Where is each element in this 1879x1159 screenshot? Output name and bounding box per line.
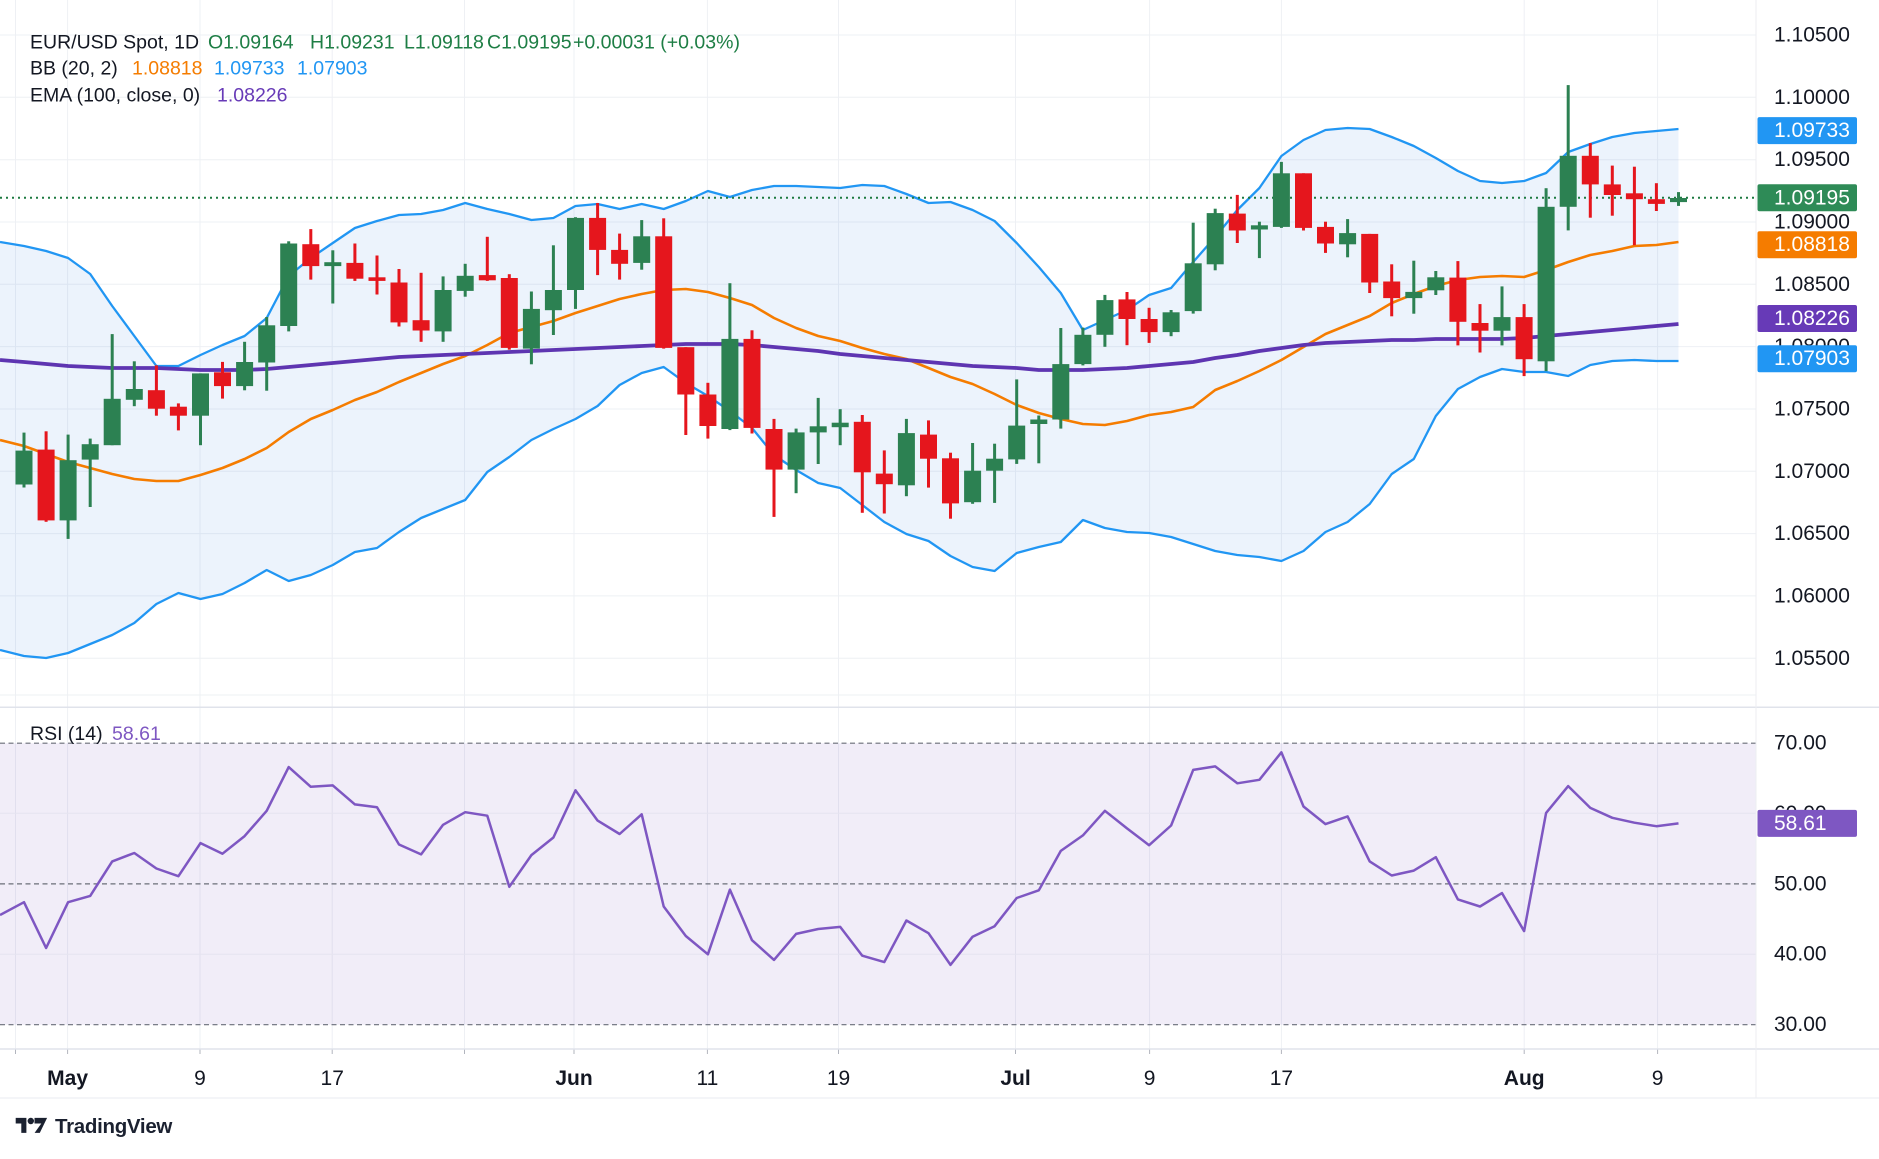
svg-text:Jun: Jun xyxy=(555,1067,592,1090)
svg-text:17: 17 xyxy=(1270,1067,1293,1090)
svg-text:BB (20, 2): BB (20, 2) xyxy=(30,58,118,80)
svg-text:1.10000: 1.10000 xyxy=(1774,86,1850,109)
svg-text:1.08226: 1.08226 xyxy=(1774,307,1850,330)
svg-text:1.09500: 1.09500 xyxy=(1774,148,1850,171)
svg-text:58.61: 58.61 xyxy=(112,723,161,745)
svg-text:9: 9 xyxy=(1652,1067,1664,1090)
svg-text:1.09195: 1.09195 xyxy=(1774,186,1850,209)
svg-text:17: 17 xyxy=(321,1067,344,1090)
svg-text:TradingView: TradingView xyxy=(55,1115,172,1138)
svg-text:9: 9 xyxy=(194,1067,206,1090)
svg-text:1.07500: 1.07500 xyxy=(1774,398,1850,421)
svg-text:1.08226: 1.08226 xyxy=(217,85,288,107)
svg-text:1.06000: 1.06000 xyxy=(1774,584,1850,607)
svg-text:Aug: Aug xyxy=(1504,1067,1545,1090)
svg-text:L1.09118: L1.09118 xyxy=(404,32,484,54)
svg-text:1.08500: 1.08500 xyxy=(1774,273,1850,296)
svg-text:40.00: 40.00 xyxy=(1774,943,1827,966)
svg-text:30.00: 30.00 xyxy=(1774,1013,1827,1036)
svg-text:O1.09164: O1.09164 xyxy=(208,32,294,54)
svg-text:50.00: 50.00 xyxy=(1774,872,1827,895)
svg-text:+0.00031 (+0.03%): +0.00031 (+0.03%) xyxy=(573,32,740,54)
svg-text:C1.09195: C1.09195 xyxy=(487,32,572,54)
svg-text:1.05500: 1.05500 xyxy=(1774,647,1850,670)
svg-text:58.61: 58.61 xyxy=(1774,812,1827,835)
svg-text:1.07903: 1.07903 xyxy=(297,58,368,80)
svg-text:70.00: 70.00 xyxy=(1774,732,1827,755)
svg-text:EUR/USD Spot, 1D: EUR/USD Spot, 1D xyxy=(30,32,199,54)
svg-text:1.10500: 1.10500 xyxy=(1774,24,1850,47)
svg-text:1.09000: 1.09000 xyxy=(1774,211,1850,234)
svg-text:11: 11 xyxy=(696,1067,718,1090)
svg-text:1.06500: 1.06500 xyxy=(1774,522,1850,545)
svg-text:May: May xyxy=(47,1067,88,1090)
svg-text:Jul: Jul xyxy=(1000,1067,1030,1090)
svg-text:19: 19 xyxy=(827,1067,850,1090)
svg-text:H1.09231: H1.09231 xyxy=(310,32,395,54)
svg-text:1.07000: 1.07000 xyxy=(1774,460,1850,483)
svg-text:1.09733: 1.09733 xyxy=(1774,119,1850,142)
svg-text:1.09733: 1.09733 xyxy=(214,58,285,80)
svg-text:1.07903: 1.07903 xyxy=(1774,347,1850,370)
svg-text:1.08818: 1.08818 xyxy=(1774,233,1850,256)
svg-text:9: 9 xyxy=(1144,1067,1156,1090)
svg-text:EMA (100, close, 0): EMA (100, close, 0) xyxy=(30,85,200,107)
svg-text:RSI (14): RSI (14) xyxy=(30,723,103,745)
svg-text:1.08818: 1.08818 xyxy=(132,58,203,80)
